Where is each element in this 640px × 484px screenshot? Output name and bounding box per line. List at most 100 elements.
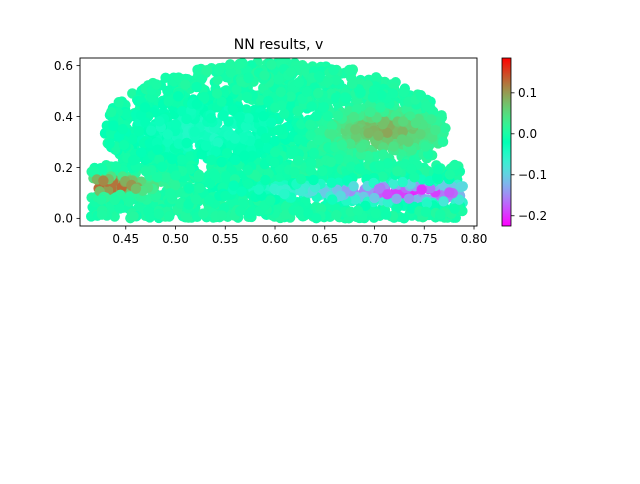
scatter-point xyxy=(318,102,330,113)
scatter-point xyxy=(440,123,451,134)
scatter-point xyxy=(435,209,446,220)
x-tick-label: 0.75 xyxy=(411,232,438,246)
scatter-point xyxy=(176,154,187,165)
scatter-point xyxy=(234,111,245,123)
scatter-point xyxy=(382,196,394,208)
scatter-point xyxy=(140,165,151,177)
x-tick-label: 0.45 xyxy=(112,232,139,246)
scatter-point xyxy=(355,149,367,160)
scatter-point xyxy=(260,174,271,186)
scatter-point xyxy=(162,85,173,97)
scatter-point xyxy=(326,177,337,188)
scatter-point xyxy=(313,70,325,82)
scatter-point xyxy=(172,91,184,102)
scatter-point xyxy=(397,176,408,188)
x-tick-label: 0.70 xyxy=(361,232,388,246)
scatter-point xyxy=(206,154,217,166)
scatter-points xyxy=(86,58,468,224)
scatter-point xyxy=(189,126,200,137)
scatter-point xyxy=(269,157,280,168)
scatter-point xyxy=(237,132,249,143)
scatter-point xyxy=(292,155,304,166)
scatter-point xyxy=(306,101,317,112)
scatter-point xyxy=(328,65,339,76)
scatter-point xyxy=(275,86,286,98)
scatter-point xyxy=(152,144,163,155)
scatter-point xyxy=(133,125,145,137)
scatter-point xyxy=(114,203,126,214)
scatter-point xyxy=(346,78,358,90)
axes-frame xyxy=(79,57,478,227)
scatter-point xyxy=(374,160,386,171)
scatter-point xyxy=(241,91,253,103)
scatter-point xyxy=(231,84,242,95)
scatter-point xyxy=(266,117,277,128)
scatter-point xyxy=(104,138,115,149)
scatter-point xyxy=(177,105,188,117)
scatter-point xyxy=(199,91,210,103)
scatter-point xyxy=(444,187,455,198)
scatter-point xyxy=(336,139,348,151)
x-tick-label: 0.65 xyxy=(311,232,338,246)
scatter-point xyxy=(184,163,196,175)
scatter-point xyxy=(144,211,156,222)
scatter-point xyxy=(191,98,203,110)
scatter-point xyxy=(403,193,415,204)
scatter-point xyxy=(421,100,432,112)
scatter-point xyxy=(225,67,237,78)
scatter-point xyxy=(355,142,367,153)
scatter-point xyxy=(313,87,324,99)
scatter-point xyxy=(203,194,215,205)
scatter-point xyxy=(258,110,269,122)
scatter-point xyxy=(229,133,241,144)
scatter-point xyxy=(118,139,130,151)
scatter-point xyxy=(308,174,319,186)
scatter-point xyxy=(444,169,456,180)
scatter-point xyxy=(292,105,303,117)
scatter-point xyxy=(145,125,157,136)
scatter-point xyxy=(263,96,274,107)
scatter-point xyxy=(378,149,389,160)
scatter-point xyxy=(96,209,108,220)
colorbar xyxy=(501,57,512,227)
scatter-point xyxy=(194,182,205,194)
scatter-point xyxy=(308,147,319,159)
scatter-point xyxy=(438,196,449,207)
scatter-point xyxy=(415,90,427,101)
y-tick-label: 0.4 xyxy=(54,110,73,124)
scatter-point xyxy=(151,172,163,183)
scatter-point xyxy=(397,126,408,137)
scatter-point xyxy=(302,208,314,219)
scatter-point xyxy=(348,181,359,192)
scatter-point xyxy=(410,117,422,129)
scatter-point xyxy=(260,132,271,144)
scatter-point xyxy=(382,189,393,200)
scatter-point xyxy=(246,150,258,161)
scatter-point xyxy=(169,180,181,191)
scatter-point xyxy=(205,113,217,124)
scatter-point xyxy=(430,124,441,136)
scatter-point xyxy=(289,166,300,178)
scatter-point xyxy=(269,135,280,147)
y-tick-label: 0.6 xyxy=(54,59,73,73)
scatter-point xyxy=(96,194,107,205)
x-tick-label: 0.60 xyxy=(262,232,289,246)
scatter-point xyxy=(269,146,281,158)
scatter-point xyxy=(273,124,284,136)
scatter-point xyxy=(180,79,191,90)
scatter-point xyxy=(316,203,327,214)
scatter-point xyxy=(416,184,427,195)
colorbar-axis: 0.1 0.0 −0.1 −0.2 xyxy=(511,86,547,223)
scatter-point xyxy=(331,75,342,86)
scatter-point xyxy=(210,146,221,157)
scatter-point xyxy=(344,138,356,149)
scatter-point xyxy=(170,170,182,181)
scatter-point xyxy=(382,157,394,169)
scatter-point xyxy=(216,96,227,107)
scatter-point xyxy=(110,161,122,172)
scatter-point xyxy=(175,198,186,209)
scatter-point xyxy=(363,127,374,139)
scatter-point xyxy=(127,133,138,145)
scatter-point xyxy=(201,65,213,76)
